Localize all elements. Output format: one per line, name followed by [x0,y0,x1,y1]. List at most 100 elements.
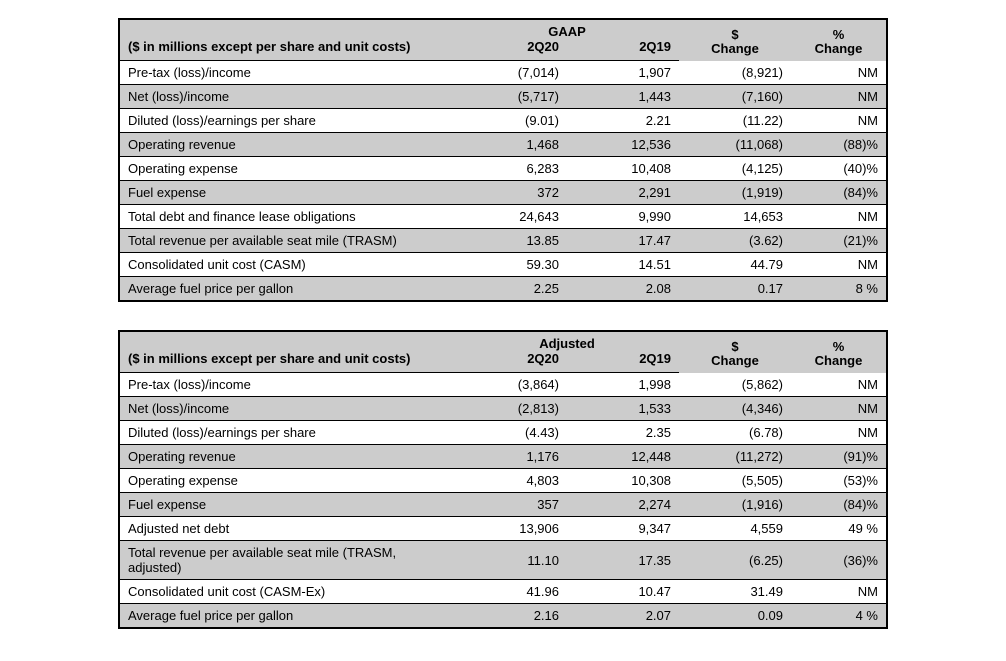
metric-label: Consolidated unit cost (CASM) [119,253,455,277]
metric-label: Pre-tax (loss)/income [119,373,455,397]
table-row: Total revenue per available seat mile (T… [119,541,887,580]
value-dollar-change: (6.78) [679,421,791,445]
value-dollar-change: (3.62) [679,229,791,253]
value-prior: 2.21 [567,109,679,133]
table-row: Net (loss)/income(5,717)1,443(7,160)NM [119,85,887,109]
value-prior: 9,990 [567,205,679,229]
value-pct-change: (21)% [791,229,887,253]
value-current: (5,717) [455,85,567,109]
value-pct-change: NM [791,205,887,229]
value-dollar-change: (4,346) [679,397,791,421]
value-pct-change: (91)% [791,445,887,469]
value-current: (4.43) [455,421,567,445]
value-current: 372 [455,181,567,205]
value-pct-change: (53)% [791,469,887,493]
value-dollar-change: 31.49 [679,580,791,604]
value-dollar-change: 4,559 [679,517,791,541]
metric-label: Operating expense [119,469,455,493]
value-pct-change: 8 % [791,277,887,302]
value-dollar-change: 0.09 [679,604,791,629]
table-row: Operating revenue1,17612,448(11,272)(91)… [119,445,887,469]
value-current: 11.10 [455,541,567,580]
value-prior: 14.51 [567,253,679,277]
value-prior: 1,443 [567,85,679,109]
table-row: Operating expense4,80310,308(5,505)(53)% [119,469,887,493]
metric-label: Consolidated unit cost (CASM-Ex) [119,580,455,604]
table-row: Average fuel price per gallon2.162.070.0… [119,604,887,629]
value-dollar-change: (7,160) [679,85,791,109]
value-prior: 17.47 [567,229,679,253]
metric-label: Operating revenue [119,445,455,469]
metric-label: Net (loss)/income [119,85,455,109]
value-current: 59.30 [455,253,567,277]
metric-label: Operating revenue [119,133,455,157]
value-dollar-change: (1,919) [679,181,791,205]
table-row: Diluted (loss)/earnings per share(9.01)2… [119,109,887,133]
table-title: Adjusted [455,331,679,351]
adjusted-table: Adjusted $Change %Change ($ in millions … [118,330,888,629]
table-subtitle: ($ in millions except per share and unit… [119,39,455,61]
value-pct-change: (88)% [791,133,887,157]
gaap-tbody: Pre-tax (loss)/income(7,014)1,907(8,921)… [119,61,887,302]
value-prior: 2,274 [567,493,679,517]
table-row: Pre-tax (loss)/income(3,864)1,998(5,862)… [119,373,887,397]
value-prior: 1,907 [567,61,679,85]
metric-label: Average fuel price per gallon [119,277,455,302]
col-header-period-current: 2Q20 [455,351,567,373]
value-prior: 2.35 [567,421,679,445]
metric-label: Pre-tax (loss)/income [119,61,455,85]
metric-label: Total revenue per available seat mile (T… [119,229,455,253]
col-header-dollar-change: $Change [679,19,791,61]
value-dollar-change: (1,916) [679,493,791,517]
header-spacer [119,331,455,351]
value-current: 2.16 [455,604,567,629]
value-current: 357 [455,493,567,517]
col-header-period-current: 2Q20 [455,39,567,61]
table-row: Average fuel price per gallon2.252.080.1… [119,277,887,302]
value-pct-change: NM [791,253,887,277]
table-row: Net (loss)/income(2,813)1,533(4,346)NM [119,397,887,421]
metric-label: Average fuel price per gallon [119,604,455,629]
value-prior: 10,308 [567,469,679,493]
value-dollar-change: (6.25) [679,541,791,580]
header-spacer [119,19,455,39]
table-row: Consolidated unit cost (CASM)59.3014.514… [119,253,887,277]
value-pct-change: NM [791,85,887,109]
value-dollar-change: (11,068) [679,133,791,157]
gaap-table: GAAP $Change %Change ($ in millions exce… [118,18,888,302]
value-dollar-change: (5,505) [679,469,791,493]
value-pct-change: NM [791,580,887,604]
table-row: Total debt and finance lease obligations… [119,205,887,229]
metric-label: Total revenue per available seat mile (T… [119,541,455,580]
value-current: 4,803 [455,469,567,493]
value-pct-change: NM [791,421,887,445]
value-prior: 10.47 [567,580,679,604]
value-dollar-change: 14,653 [679,205,791,229]
metric-label: Adjusted net debt [119,517,455,541]
table-row: Fuel expense3722,291(1,919)(84)% [119,181,887,205]
value-prior: 1,533 [567,397,679,421]
value-dollar-change: 44.79 [679,253,791,277]
value-prior: 12,536 [567,133,679,157]
value-current: 6,283 [455,157,567,181]
value-current: (9.01) [455,109,567,133]
value-pct-change: NM [791,397,887,421]
table-row: Consolidated unit cost (CASM-Ex)41.9610.… [119,580,887,604]
value-pct-change: (84)% [791,493,887,517]
metric-label: Diluted (loss)/earnings per share [119,421,455,445]
value-prior: 17.35 [567,541,679,580]
table-row: Operating expense6,28310,408(4,125)(40)% [119,157,887,181]
table-row: Adjusted net debt13,9069,3474,55949 % [119,517,887,541]
tables-container: GAAP $Change %Change ($ in millions exce… [18,18,988,629]
table-title: GAAP [455,19,679,39]
col-header-period-prior: 2Q19 [567,39,679,61]
value-prior: 2.08 [567,277,679,302]
value-dollar-change: (8,921) [679,61,791,85]
value-prior: 10,408 [567,157,679,181]
value-pct-change: 4 % [791,604,887,629]
metric-label: Operating expense [119,157,455,181]
value-prior: 2,291 [567,181,679,205]
value-current: 1,176 [455,445,567,469]
value-pct-change: (40)% [791,157,887,181]
value-dollar-change: (11.22) [679,109,791,133]
